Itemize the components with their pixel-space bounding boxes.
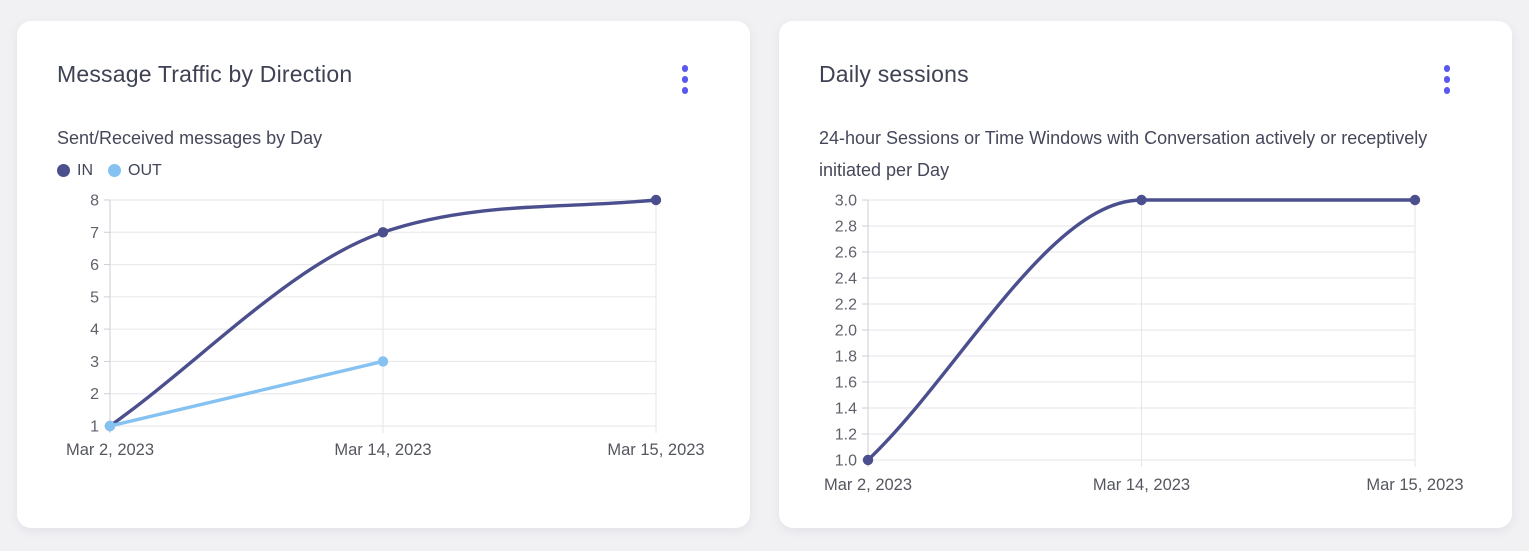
card-title: Daily sessions bbox=[819, 61, 969, 87]
kebab-dot bbox=[681, 65, 688, 72]
data-point bbox=[1136, 194, 1147, 205]
card-message-traffic: Message Traffic by Direction Sent/Receiv… bbox=[17, 21, 750, 528]
line-chart-daily-sessions: 1.0 1.2 1.4 1.6 1.8 2.0 2.2 2.4 2.6 2.8 3.0 Mar 2, … bbox=[824, 192, 1464, 494]
x-axis-tick-label: Mar 15, 2023 bbox=[1366, 476, 1463, 494]
y-axis-tick-label: 5 bbox=[90, 289, 99, 306]
y-axis-tick-label: 3.0 bbox=[835, 192, 857, 209]
kebab-dot bbox=[1443, 87, 1450, 94]
y-axis-tick-label: 6 bbox=[90, 257, 99, 274]
kebab-dot bbox=[681, 76, 688, 83]
y-axis-tick-label: 3 bbox=[90, 353, 99, 370]
x-axis-tick-label: Mar 2, 2023 bbox=[824, 476, 912, 494]
x-axis-tick-label: Mar 2, 2023 bbox=[66, 441, 154, 459]
card-header: Message Traffic by Direction bbox=[57, 59, 710, 98]
kebab-menu-icon[interactable] bbox=[1438, 61, 1457, 98]
y-axis-tick-label: 2.6 bbox=[835, 244, 857, 261]
y-axis-tick-label: 4 bbox=[90, 321, 99, 338]
y-axis-tick-label: 8 bbox=[90, 192, 99, 209]
card-title: Message Traffic by Direction bbox=[57, 61, 353, 87]
legend-item-in[interactable]: IN bbox=[57, 162, 93, 180]
y-axis-tick-label: 1.8 bbox=[835, 348, 857, 365]
card-header: Daily sessions bbox=[819, 59, 1472, 98]
y-axis-tick-label: 2 bbox=[90, 386, 99, 403]
legend-item-out[interactable]: OUT bbox=[108, 162, 162, 180]
card-subtitle: Sent/Received messages by Day bbox=[57, 127, 323, 148]
x-axis-tick-label: Mar 15, 2023 bbox=[607, 441, 704, 459]
x-axis-tick-label: Mar 14, 2023 bbox=[1093, 476, 1190, 494]
kebab-dot bbox=[1443, 76, 1450, 83]
data-point bbox=[104, 420, 116, 431]
legend-dot-in bbox=[57, 164, 70, 177]
y-axis-tick-label: 2.2 bbox=[835, 296, 857, 313]
x-axis-tick-label: Mar 14, 2023 bbox=[334, 441, 431, 459]
y-axis-tick-label: 2.4 bbox=[835, 270, 857, 287]
legend-dot-out bbox=[108, 164, 121, 177]
y-axis-tick-label: 1.4 bbox=[835, 400, 857, 417]
kebab-dot bbox=[681, 87, 688, 94]
data-point bbox=[650, 194, 662, 205]
y-axis-tick-label: 2.8 bbox=[835, 218, 857, 235]
kebab-menu-icon[interactable] bbox=[676, 61, 695, 98]
y-axis-tick-label: 1.2 bbox=[835, 426, 857, 443]
y-axis-tick-label: 2.0 bbox=[835, 322, 857, 339]
data-point bbox=[1409, 194, 1421, 205]
legend-label-out: OUT bbox=[128, 161, 162, 179]
series-line-out bbox=[108, 359, 385, 428]
y-axis-tick-label: 7 bbox=[90, 224, 99, 241]
card-daily-sessions: Daily sessions 24-hour Sessions or Time … bbox=[779, 21, 1512, 528]
chart-legend: IN OUT bbox=[57, 160, 710, 182]
y-axis-tick-label: 1.6 bbox=[835, 374, 857, 391]
kebab-dot bbox=[1443, 65, 1450, 72]
y-axis-tick-label: 1.0 bbox=[835, 452, 857, 469]
data-point bbox=[862, 454, 874, 465]
data-point bbox=[377, 226, 389, 237]
y-axis-tick-label: 1 bbox=[90, 418, 99, 435]
series-line-daily-sessions bbox=[866, 197, 1417, 462]
line-chart-message-traffic: 1 2 3 4 5 6 7 8 Mar 2, 2023 Mar 14, 2023 Mar 15, 2… bbox=[66, 192, 705, 459]
card-subtitle: 24-hour Sessions or Time Windows with Co… bbox=[819, 127, 1428, 180]
data-point bbox=[377, 355, 389, 367]
legend-label-in: IN bbox=[77, 161, 93, 179]
